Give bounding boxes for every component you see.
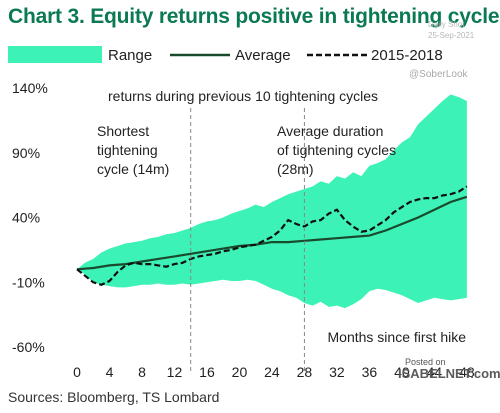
x-tick-label: 20 xyxy=(232,364,248,380)
series-2015-2018-line xyxy=(76,185,468,286)
watermark-date: 25-Sep-2021 xyxy=(428,31,475,40)
x-tick-label: 28 xyxy=(297,364,313,380)
legend-label-average: Average xyxy=(235,47,291,64)
y-tick-label: 90% xyxy=(12,145,40,161)
chart-source: Sources: Bloomberg, TS Lombard xyxy=(8,389,220,405)
annotation-returns-note: returns during previous 10 tightening cy… xyxy=(108,88,378,104)
watermark-daily-shot: Daily Shot xyxy=(428,20,465,29)
x-tick-label: 32 xyxy=(329,364,345,380)
isabelnet-logo-text: ISABELNET.com xyxy=(398,366,500,381)
annotation-shortest-line: tightening xyxy=(97,142,158,158)
legend-swatch-range xyxy=(8,46,102,63)
x-tick-label: 12 xyxy=(167,364,183,380)
x-tick-label: 48 xyxy=(459,364,475,380)
average-line xyxy=(76,195,468,271)
x-tick-label: 40 xyxy=(394,364,410,380)
posted-on-label: Posted on xyxy=(405,357,446,367)
range-band xyxy=(77,94,467,309)
y-tick-label: -10% xyxy=(12,274,45,290)
y-tick-label: 140% xyxy=(12,80,48,96)
chart-title: Chart 3. Equity returns positive in tigh… xyxy=(8,5,500,28)
annotation-average-duration-line: (28m) xyxy=(277,161,314,177)
x-tick-label: 24 xyxy=(264,364,280,380)
x-tick-label: 0 xyxy=(73,364,81,380)
x-tick-label: 8 xyxy=(138,364,146,380)
x-tick-label: 36 xyxy=(362,364,378,380)
x-tick-label: 4 xyxy=(106,364,114,380)
annotation-average-duration-line: Average duration xyxy=(277,123,383,139)
legend-label-range: Range xyxy=(108,47,152,64)
watermark-handle: @SoberLook xyxy=(409,69,468,80)
annotation-average-duration-line: of tightening cycles xyxy=(277,142,396,158)
legend-label-2015-2018: 2015-2018 xyxy=(371,47,443,64)
annotation-shortest-line: Shortest xyxy=(97,123,149,139)
x-tick-label: 44 xyxy=(427,364,443,380)
x-tick-label: 16 xyxy=(199,364,215,380)
x-axis-label: Months since first hike xyxy=(328,329,467,345)
annotation-shortest-line: cycle (14m) xyxy=(97,161,169,177)
y-tick-label: 40% xyxy=(12,210,40,226)
y-tick-label: -60% xyxy=(12,339,45,355)
